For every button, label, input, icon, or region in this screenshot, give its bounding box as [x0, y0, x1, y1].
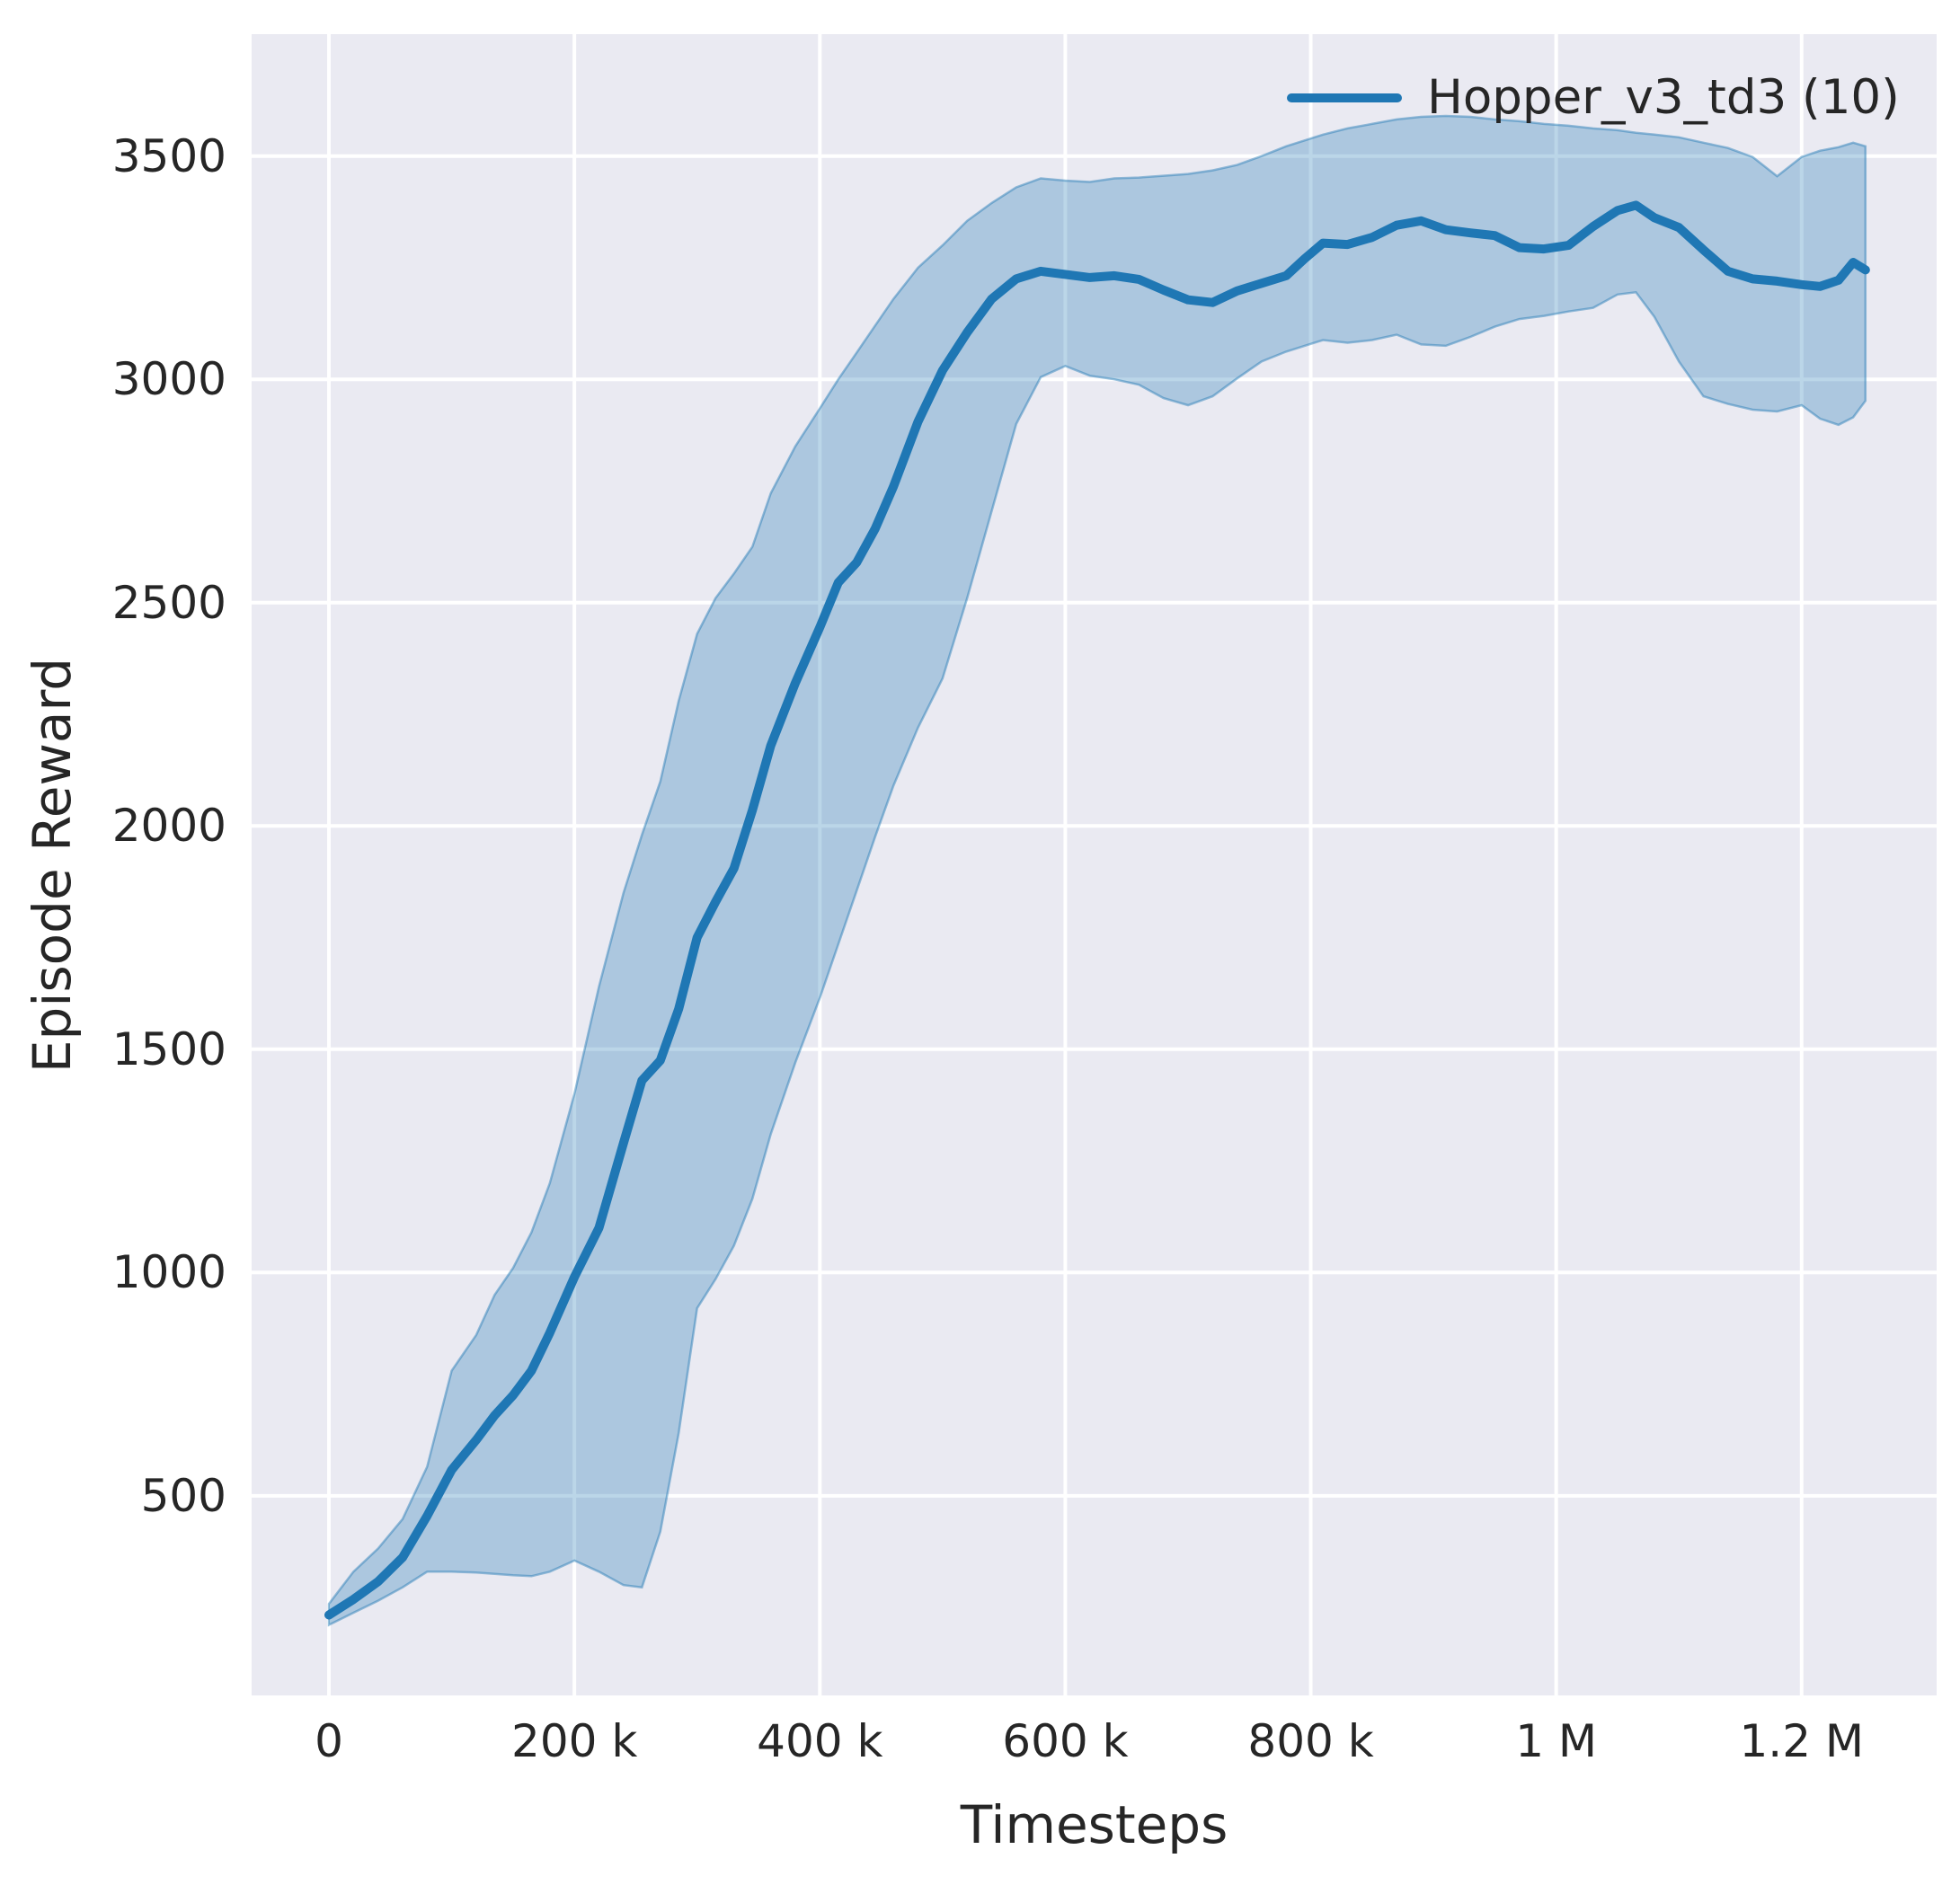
legend-entry-label: Hopper_v3_td3 (10)	[1427, 70, 1900, 125]
gridlines	[252, 34, 1937, 1695]
y-tick-label: 1500	[111, 1022, 226, 1075]
y-tick-label: 3500	[111, 129, 226, 182]
confidence-band	[327, 114, 1867, 1627]
legend: Hopper_v3_td3 (10)	[1287, 70, 1900, 125]
x-tick-label: 800 k	[1247, 1715, 1374, 1767]
y-tick-label: 2000	[111, 800, 226, 853]
mean-line	[324, 200, 1870, 1620]
y-tick-label: 2500	[111, 576, 226, 629]
x-tick-label: 400 k	[757, 1715, 883, 1767]
y-tick-label: 3000	[111, 353, 226, 406]
plot-area	[252, 34, 1937, 1695]
y-tick-label: 500	[140, 1469, 226, 1522]
y-axis-label: Episode Reward	[22, 657, 83, 1073]
legend-line-swatch	[1287, 93, 1402, 102]
y-tick-label: 1000	[111, 1246, 226, 1299]
x-tick-label: 1 M	[1515, 1715, 1598, 1767]
x-axis-label: Timesteps	[960, 1794, 1228, 1855]
chart-canvas	[252, 34, 1937, 1695]
x-tick-label: 200 k	[511, 1715, 638, 1767]
x-tick-label: 0	[315, 1715, 343, 1767]
x-tick-label: 1.2 M	[1739, 1715, 1865, 1767]
x-tick-label: 600 k	[1002, 1715, 1129, 1767]
